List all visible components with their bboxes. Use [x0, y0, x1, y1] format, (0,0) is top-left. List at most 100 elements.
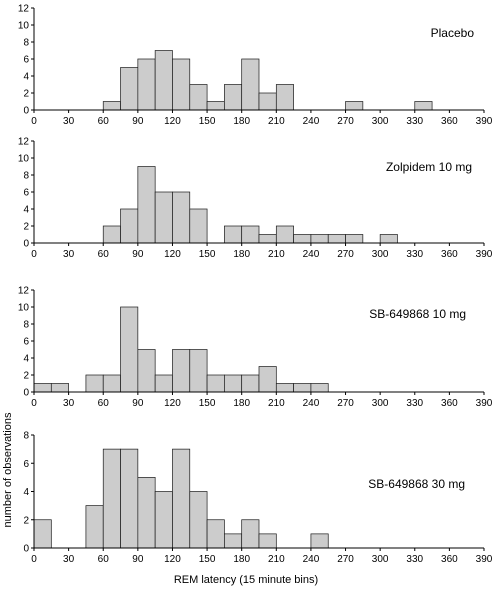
histogram-bar [120, 448, 139, 549]
x-tick-label: 60 [98, 398, 110, 409]
y-tick-label: 10 [18, 303, 30, 314]
x-tick-label: 240 [303, 554, 320, 565]
histogram-bar [414, 101, 433, 111]
histogram-bar [345, 234, 364, 244]
y-tick-label: 4 [23, 205, 29, 216]
y-tick-label: 2 [23, 222, 29, 233]
panel-title: Zolpidem 10 mg [386, 160, 472, 174]
histogram-bar [172, 349, 191, 393]
y-tick-label: 0 [23, 239, 29, 250]
x-tick-label: 300 [372, 554, 389, 565]
histogram-bar [310, 383, 329, 393]
histogram-bar [154, 50, 173, 111]
x-tick-label: 0 [31, 116, 37, 127]
x-tick-label: 300 [372, 398, 389, 409]
panel-4: 0 2 4 6 8 0 30 60 90 120 150 180 210 240 270 300 330 360 3… [23, 431, 492, 566]
x-tick-label: 180 [233, 398, 250, 409]
x-tick-label: 360 [441, 554, 458, 565]
histogram-bar [258, 533, 277, 549]
x-tick-label: 30 [63, 398, 75, 409]
x-tick-label: 210 [268, 249, 285, 260]
y-tick-label: 8 [23, 320, 29, 331]
y-tick-label: 0 [23, 544, 29, 555]
histogram-bar [172, 448, 191, 549]
y-tick-label: 4 [23, 72, 29, 83]
y-tick-label: 12 [18, 4, 30, 15]
x-tick-label: 120 [164, 249, 181, 260]
x-tick-label: 390 [476, 398, 493, 409]
histogram-bar [327, 234, 346, 244]
x-tick-label: 210 [268, 116, 285, 127]
x-tick-label: 240 [303, 398, 320, 409]
histogram-bar [154, 491, 173, 549]
x-tick-label: 180 [233, 116, 250, 127]
histogram-bar [172, 191, 191, 244]
histogram-bar [241, 58, 260, 111]
histogram-bar [120, 67, 139, 111]
y-tick-label: 2 [23, 515, 29, 526]
x-tick-label: 150 [199, 249, 216, 260]
histogram-bar [33, 383, 52, 393]
x-tick-label: 390 [476, 554, 493, 565]
x-tick-label: 360 [441, 398, 458, 409]
y-tick-label: 0 [23, 106, 29, 117]
y-tick-label: 0 [23, 388, 29, 399]
x-tick-label: 180 [233, 554, 250, 565]
histogram-bar [189, 491, 208, 549]
histogram-bar [379, 234, 398, 244]
y-tick-label: 2 [23, 371, 29, 382]
histogram-bar [189, 84, 208, 111]
x-tick-label: 360 [441, 249, 458, 260]
panel-title: SB-649868 30 mg [368, 477, 465, 491]
x-tick-label: 60 [98, 554, 110, 565]
y-tick-label: 10 [18, 154, 30, 165]
histogram-bar [224, 374, 243, 393]
x-tick-label: 330 [406, 116, 423, 127]
histogram-bar [206, 519, 225, 549]
panel-title: SB-649868 10 mg [369, 307, 466, 321]
x-tick-label: 270 [337, 249, 354, 260]
histogram-bar [241, 225, 260, 244]
histogram-bar [154, 191, 173, 244]
x-tick-label: 210 [268, 554, 285, 565]
x-tick-label: 0 [31, 249, 37, 260]
histogram-bar [172, 58, 191, 111]
histogram-bar [258, 92, 277, 111]
y-tick-label: 12 [18, 137, 30, 148]
x-tick-label: 150 [199, 554, 216, 565]
y-tick-label: 6 [23, 188, 29, 199]
histogram-bar [224, 84, 243, 111]
y-tick-label: 8 [23, 38, 29, 49]
histogram-bar [189, 208, 208, 244]
histogram-bar [102, 225, 121, 244]
x-tick-label: 60 [98, 116, 110, 127]
histogram-bar [293, 383, 312, 393]
histogram-bar [154, 374, 173, 393]
x-tick-label: 390 [476, 116, 493, 127]
x-tick-label: 240 [303, 116, 320, 127]
y-tick-label: 10 [18, 21, 30, 32]
x-tick-label: 90 [132, 249, 144, 260]
histogram-bar [345, 101, 364, 111]
x-tick-label: 330 [406, 249, 423, 260]
x-tick-label: 90 [132, 116, 144, 127]
x-tick-label: 120 [164, 116, 181, 127]
y-tick-label: 8 [23, 431, 29, 442]
histogram-bar [206, 101, 225, 111]
x-tick-label: 330 [406, 398, 423, 409]
x-tick-label: 270 [337, 554, 354, 565]
histogram-bar [241, 374, 260, 393]
x-tick-label: 30 [63, 249, 75, 260]
x-tick-label: 120 [164, 398, 181, 409]
histogram-bar [224, 225, 243, 244]
x-axis-title: REM latency (15 minute bins) [174, 574, 318, 586]
x-tick-label: 390 [476, 249, 493, 260]
histogram-bar [224, 533, 243, 549]
y-tick-label: 4 [23, 487, 29, 498]
x-tick-label: 60 [98, 249, 110, 260]
histogram-bar [102, 374, 121, 393]
x-tick-label: 210 [268, 398, 285, 409]
